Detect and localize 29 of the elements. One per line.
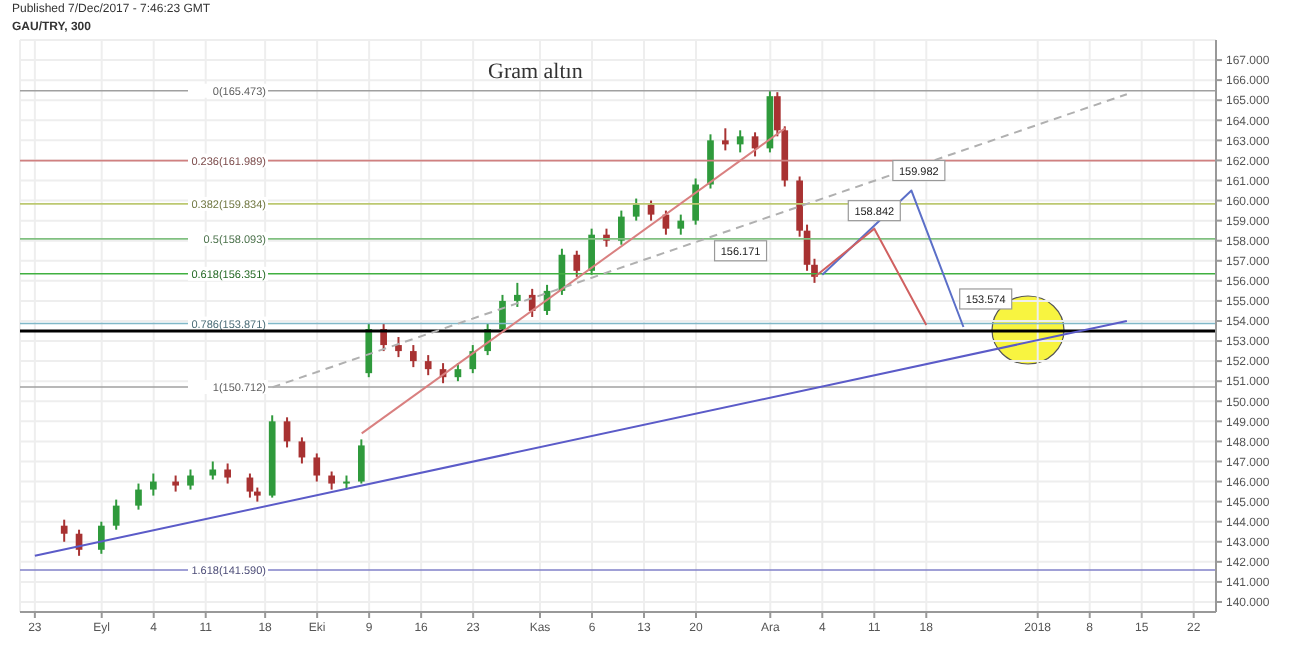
candlestick [736, 129, 744, 154]
candlestick [395, 336, 402, 359]
candlestick [514, 281, 521, 308]
candlestick [224, 462, 231, 485]
candlestick [187, 468, 194, 491]
candlestick [469, 344, 477, 375]
candlestick [328, 470, 335, 491]
candlestick [677, 213, 685, 236]
candlestick [618, 209, 625, 246]
candlestick [150, 472, 157, 497]
candlestick [424, 354, 432, 377]
candlestick [313, 452, 321, 483]
candlestick [209, 460, 217, 481]
candlestick [298, 436, 306, 465]
candlestick [707, 133, 714, 190]
candlestick [98, 520, 105, 555]
candlestick [632, 197, 640, 222]
candlestick [112, 498, 120, 531]
candlestick [283, 416, 291, 449]
candlestick [588, 227, 595, 276]
candlestick [60, 518, 68, 543]
annotation: Gram altın [488, 60, 583, 84]
candlestick [647, 199, 655, 222]
candlestick [528, 287, 536, 318]
candlestick [410, 344, 417, 369]
candlestick [573, 249, 581, 278]
candlestick [722, 127, 729, 152]
candlestick [358, 438, 365, 485]
candlestick [135, 482, 142, 511]
